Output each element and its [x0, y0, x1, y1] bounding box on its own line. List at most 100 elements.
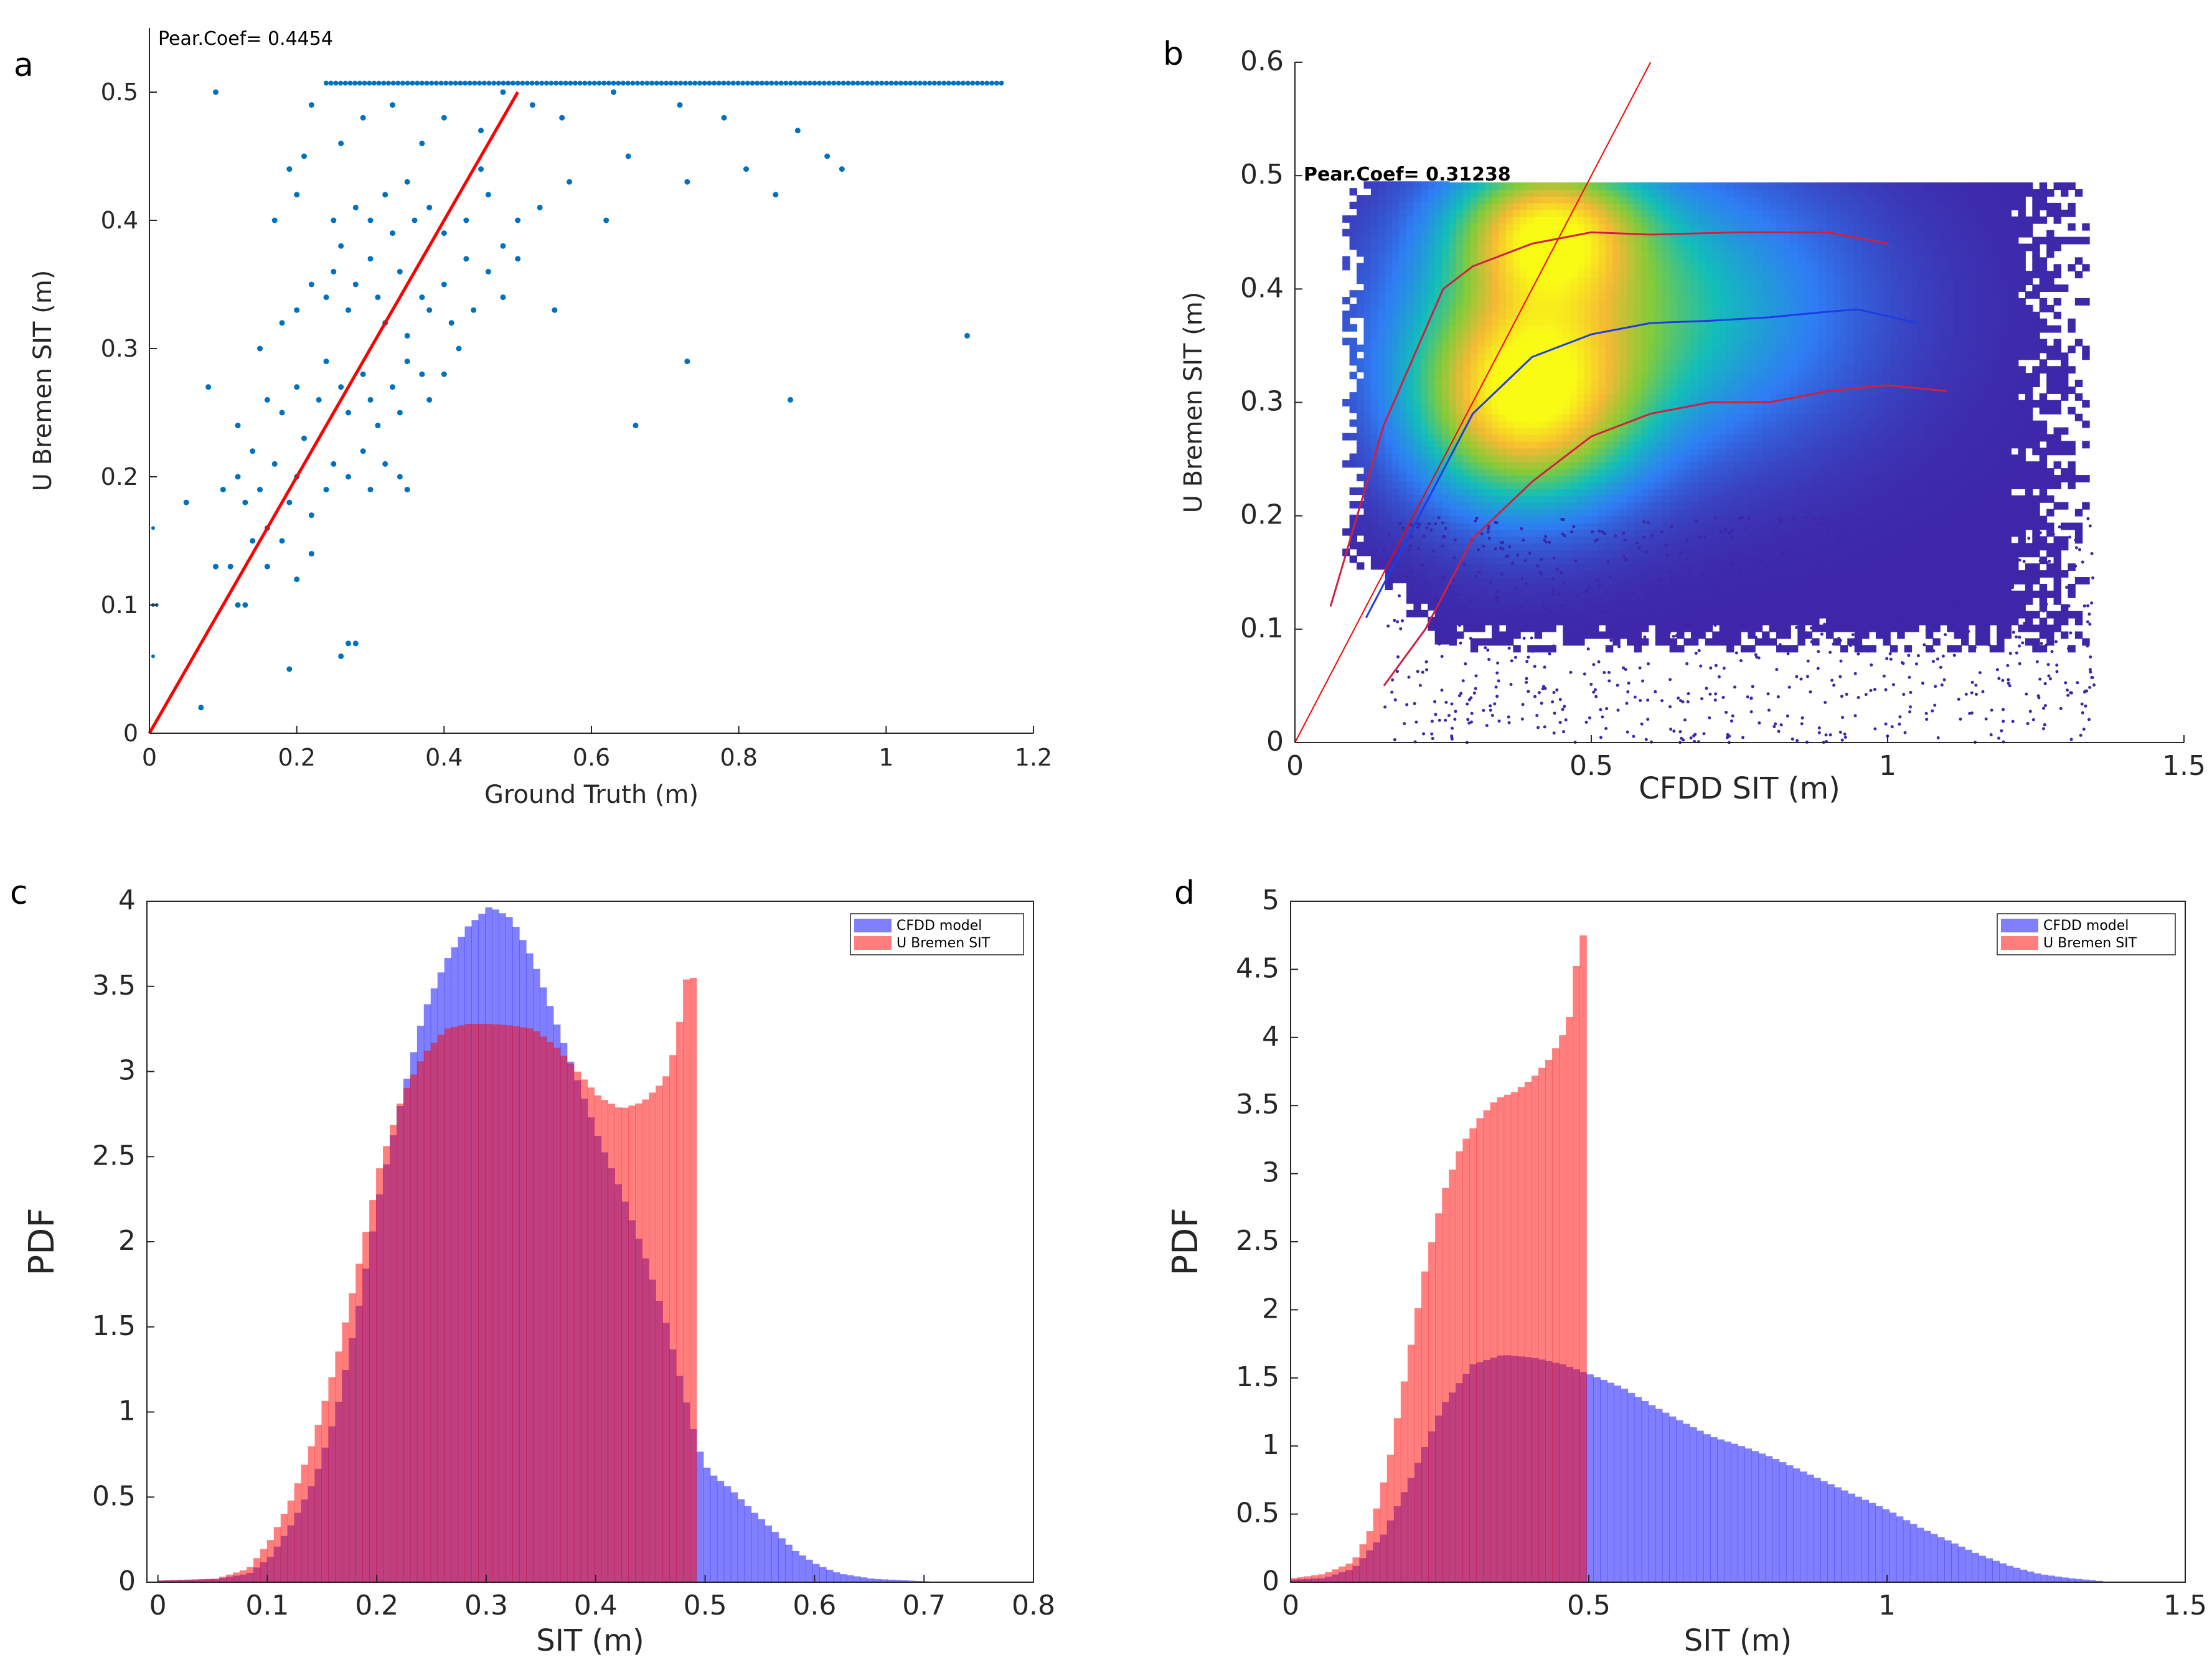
density-point — [1499, 209, 1507, 217]
data-point — [338, 653, 344, 659]
density-point — [1655, 597, 1664, 605]
density-point — [1499, 441, 1507, 449]
density-point — [1420, 481, 1429, 489]
data-point — [572, 80, 578, 86]
density-point — [1804, 420, 1813, 428]
density-point — [1499, 366, 1507, 374]
density-point — [1584, 373, 1592, 381]
density-point — [1677, 482, 1685, 489]
density-point — [1492, 441, 1500, 449]
density-point — [1719, 617, 1728, 626]
density-point — [1612, 332, 1621, 340]
density-point — [1591, 278, 1599, 286]
density-point — [1840, 223, 1848, 231]
density-point — [1840, 298, 1848, 306]
density-point — [1690, 195, 1699, 204]
density-point — [1762, 488, 1770, 496]
data-point — [458, 80, 463, 86]
density-point — [1413, 439, 1421, 448]
density-point — [1627, 604, 1635, 612]
density-point — [1598, 515, 1606, 523]
density-point — [1754, 420, 1763, 428]
density-point — [1712, 223, 1720, 231]
density-point — [1776, 475, 1784, 483]
data-point — [382, 461, 388, 467]
density-point — [1655, 216, 1664, 224]
density-point — [1363, 528, 1372, 536]
density-point — [1463, 475, 1471, 483]
density-point — [1690, 304, 1699, 312]
density-point — [1406, 263, 1414, 271]
density-point — [1456, 304, 1464, 312]
density-point — [1754, 590, 1763, 598]
density-point — [1719, 631, 1728, 639]
density-point — [1819, 237, 1827, 245]
density-point — [1669, 393, 1678, 401]
density-point — [1413, 487, 1421, 495]
density-point — [1520, 502, 1528, 510]
density-point — [1534, 271, 1543, 279]
density-point — [1484, 230, 1493, 238]
density-point — [1428, 453, 1436, 461]
density-point — [1719, 216, 1728, 224]
density-point — [1640, 515, 1649, 523]
data-point — [913, 80, 918, 86]
density-point — [1470, 488, 1479, 496]
density-point — [1499, 386, 1507, 394]
density-point — [1619, 393, 1628, 401]
density-point — [1434, 460, 1443, 468]
density-point — [1726, 182, 1734, 190]
density-point — [1505, 400, 1514, 408]
density-point — [1612, 597, 1621, 605]
density-point — [1790, 413, 1799, 421]
density-point — [1591, 325, 1599, 333]
density-point — [1385, 446, 1393, 454]
density-point — [1385, 215, 1393, 223]
density-point — [1840, 590, 1848, 598]
density-point — [1790, 373, 1799, 381]
density-point — [1690, 291, 1699, 299]
density-point — [1563, 386, 1571, 394]
data-point — [271, 217, 278, 223]
density-point — [1612, 291, 1621, 299]
density-point — [1783, 563, 1791, 571]
density-point — [1370, 290, 1379, 298]
density-point — [1598, 488, 1606, 496]
density-point — [1420, 474, 1429, 482]
density-point — [1712, 413, 1720, 421]
density-point — [1577, 325, 1585, 333]
density-point — [1648, 427, 1656, 435]
data-point — [151, 526, 155, 530]
data-point — [697, 80, 702, 86]
density-point — [1598, 311, 1606, 319]
density-point — [1833, 298, 1841, 306]
density-point — [1726, 454, 1734, 462]
density-point — [1812, 550, 1820, 558]
density-point — [1342, 263, 1350, 271]
density-point — [1527, 413, 1535, 421]
density-point — [1584, 284, 1592, 292]
density-point — [1534, 359, 1543, 367]
density-point — [1570, 543, 1578, 551]
density-point — [1833, 583, 1841, 591]
density-point — [1726, 441, 1734, 449]
density-point — [1577, 597, 1585, 605]
density-point — [1584, 243, 1592, 251]
density-point — [1712, 332, 1720, 340]
density-point — [1598, 304, 1606, 312]
density-point — [1662, 278, 1670, 286]
density-point — [1797, 515, 1805, 523]
density-point — [1662, 345, 1670, 354]
density-point — [1677, 278, 1685, 286]
density-point — [1357, 521, 1365, 529]
density-point — [1712, 304, 1720, 312]
density-point — [1477, 264, 1485, 272]
density-point — [1470, 393, 1479, 401]
density-point — [1370, 351, 1379, 359]
density-point — [1399, 249, 1407, 257]
density-point — [1790, 223, 1799, 231]
data-point — [506, 80, 511, 86]
density-point — [1825, 502, 1834, 510]
density-point — [1591, 223, 1599, 231]
density-point — [1428, 304, 1436, 311]
